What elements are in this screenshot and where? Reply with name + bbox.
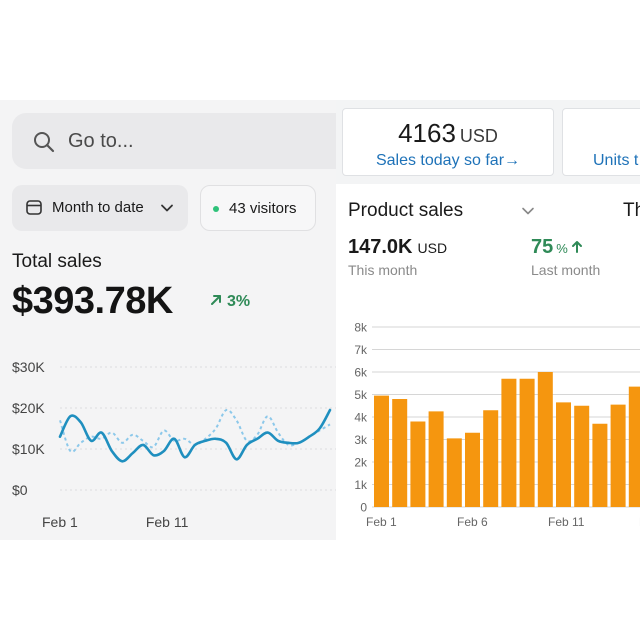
last-month-percent-value: 75 bbox=[531, 236, 554, 258]
y-tick-label: 3k bbox=[354, 433, 368, 447]
x-tick-label: Feb 11 bbox=[146, 514, 189, 530]
x-tick-label: Feb 1 bbox=[366, 515, 397, 529]
last-month-caption: Last month bbox=[531, 262, 601, 278]
last-month-percent: 75% bbox=[531, 236, 584, 259]
units-link[interactable]: Units t bbox=[593, 152, 639, 169]
x-tick-label: Feb 11 bbox=[548, 515, 585, 529]
bar[interactable] bbox=[428, 411, 444, 507]
bar[interactable] bbox=[628, 386, 640, 507]
arrow-up-icon bbox=[571, 241, 582, 253]
bar[interactable] bbox=[537, 372, 553, 507]
y-tick-label: 2k bbox=[354, 456, 368, 470]
y-tick-label: $10K bbox=[12, 441, 45, 457]
total-sales-change-value: 3% bbox=[227, 293, 251, 310]
search-placeholder: Go to... bbox=[68, 130, 134, 152]
y-tick-label: $20K bbox=[12, 400, 45, 416]
calendar-icon bbox=[26, 200, 42, 215]
chevron-down-icon[interactable] bbox=[520, 203, 536, 219]
bar[interactable] bbox=[556, 402, 571, 507]
date-range-dropdown[interactable]: Month to date bbox=[12, 185, 188, 231]
bar[interactable] bbox=[501, 378, 517, 507]
bar[interactable] bbox=[592, 423, 608, 507]
sales-overview-panel: Go to... Month to date 43 visitors Total… bbox=[0, 100, 336, 540]
series-current-line bbox=[58, 408, 332, 463]
this-month-amount: 147.0K bbox=[348, 236, 413, 258]
bar[interactable] bbox=[610, 404, 626, 507]
units-card[interactable]: Units t bbox=[562, 108, 640, 176]
x-tick-label: Feb 6 bbox=[457, 515, 488, 529]
next-card-title: Th bbox=[623, 200, 640, 221]
total-sales-value: $393.78K bbox=[12, 280, 173, 322]
y-tick-label: 8k bbox=[354, 321, 368, 335]
y-tick-label: 7k bbox=[354, 343, 368, 357]
this-month-value: 147.0K USD bbox=[348, 236, 447, 259]
total-sales-line-chart: $30K $20K $10K $0 Feb 1 Feb 11 bbox=[12, 359, 336, 530]
x-tick-label: Feb 1 bbox=[42, 514, 78, 530]
bar[interactable] bbox=[574, 405, 590, 507]
bar[interactable] bbox=[410, 421, 426, 508]
total-sales-change: 3% bbox=[209, 293, 250, 311]
bar[interactable] bbox=[392, 399, 408, 507]
arrow-up-right-icon bbox=[211, 295, 221, 305]
bar[interactable] bbox=[483, 410, 499, 507]
sales-today-value-row: 4163 USD bbox=[343, 118, 553, 149]
search-icon bbox=[34, 132, 55, 153]
chevron-down-icon bbox=[161, 204, 173, 212]
y-tick-label: 4k bbox=[354, 411, 368, 425]
percent-sign: % bbox=[556, 241, 568, 256]
this-month-unit: USD bbox=[417, 240, 448, 256]
y-tick-label: 6k bbox=[354, 366, 368, 380]
product-sales-title: Product sales bbox=[348, 200, 464, 221]
bar[interactable] bbox=[446, 438, 462, 507]
live-visitors-badge[interactable]: 43 visitors bbox=[200, 185, 316, 231]
y-tick-label: 0 bbox=[360, 501, 367, 515]
date-range-label: Month to date bbox=[52, 199, 144, 216]
search-input[interactable]: Go to... bbox=[12, 113, 336, 169]
y-tick-label: $0 bbox=[12, 482, 28, 498]
total-sales-label: Total sales bbox=[12, 251, 102, 272]
visitors-label: 43 visitors bbox=[229, 200, 297, 217]
bar[interactable] bbox=[519, 378, 535, 507]
product-sales-panel: 4163 USD Sales today so far→ Units t Prod… bbox=[336, 100, 640, 540]
live-status-dot bbox=[213, 206, 219, 212]
sales-today-value: 4163 bbox=[398, 118, 456, 148]
y-tick-label: 1k bbox=[354, 478, 368, 492]
y-tick-label: 5k bbox=[354, 388, 368, 402]
y-tick-label: $30K bbox=[12, 359, 45, 375]
bar[interactable] bbox=[374, 395, 389, 507]
sales-today-unit: USD bbox=[459, 126, 498, 146]
this-month-caption: This month bbox=[348, 262, 418, 278]
sales-today-card[interactable]: 4163 USD Sales today so far→ bbox=[342, 108, 554, 176]
bar[interactable] bbox=[465, 432, 480, 507]
sales-today-link[interactable]: Sales today so far→ bbox=[375, 152, 521, 169]
